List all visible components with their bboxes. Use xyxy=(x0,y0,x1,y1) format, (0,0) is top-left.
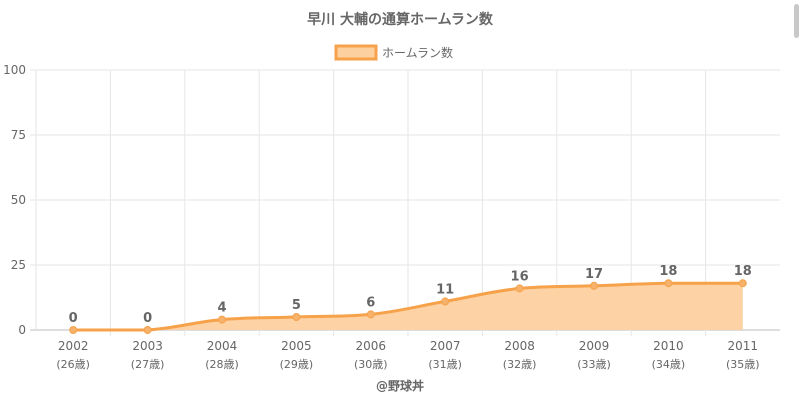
data-point[interactable] xyxy=(366,310,375,319)
data-point[interactable] xyxy=(218,315,226,324)
legend[interactable]: ホームラン数 xyxy=(334,44,453,61)
x-tick-year: 2002 xyxy=(58,339,89,353)
x-tick-label: 2003 (27歳) xyxy=(131,339,165,371)
series-line xyxy=(73,281,743,332)
x-tick-label: 2005 (29歳) xyxy=(280,339,314,371)
data-label: 0 xyxy=(143,311,152,326)
x-tick-age: (26歳) xyxy=(56,358,90,371)
x-tick-label: 2002 (26歳) xyxy=(56,339,90,371)
x-tick-year: 2011 xyxy=(728,339,759,353)
x-tick-label: 2010 (34歳) xyxy=(652,339,686,371)
x-tick-label: 2007 (31歳) xyxy=(428,339,462,371)
x-tick-label: 2009 (33歳) xyxy=(577,339,611,371)
scrollbar[interactable] xyxy=(792,0,800,400)
y-tick-label: 0 xyxy=(18,323,26,337)
data-point[interactable] xyxy=(292,313,301,321)
x-tick-age: (31歳) xyxy=(428,358,462,371)
x-tick-label: 2008 (32歳) xyxy=(503,339,537,371)
data-label: 5 xyxy=(292,298,301,313)
data-point[interactable] xyxy=(69,326,78,334)
x-axis-ticks: 2002 (26歳) 2003 (27歳) 2004 (28歳) 2005 (29歳) 2006… xyxy=(56,339,759,371)
data-label: 11 xyxy=(436,282,454,297)
data-label: 18 xyxy=(659,264,677,279)
area-fill xyxy=(73,283,743,330)
x-tick-year: 2003 xyxy=(132,339,163,353)
data-labels: 0 0 4 5 6 11 16 17 18 18 xyxy=(69,264,752,326)
x-tick-age: (32歳) xyxy=(503,358,537,371)
y-axis-ticks: 0 25 50 75 100 xyxy=(3,63,26,337)
y-tick-label: 75 xyxy=(11,128,26,142)
data-label: 4 xyxy=(217,301,226,316)
x-tick-age: (27歳) xyxy=(131,358,165,371)
data-point[interactable] xyxy=(441,297,450,306)
x-tick-year: 2009 xyxy=(579,339,610,353)
x-tick-year: 2006 xyxy=(356,339,387,353)
x-tick-age: (35歳) xyxy=(726,358,760,371)
credit-text: @野球丼 xyxy=(376,378,424,393)
y-tick-label: 25 xyxy=(11,258,26,272)
x-tick-age: (34歳) xyxy=(652,358,686,371)
x-tick-year: 2004 xyxy=(207,339,238,353)
data-point[interactable] xyxy=(664,279,673,288)
x-tick-year: 2007 xyxy=(430,339,461,353)
x-tick-year: 2010 xyxy=(653,339,684,353)
data-point[interactable] xyxy=(738,279,747,288)
data-point[interactable] xyxy=(143,326,152,334)
data-label: 18 xyxy=(734,264,752,279)
x-tick-age: (30歳) xyxy=(354,358,388,371)
series-home-runs xyxy=(69,279,747,334)
y-tick-label: 100 xyxy=(3,63,26,77)
legend-label: ホームラン数 xyxy=(382,45,453,60)
data-label: 17 xyxy=(585,267,603,282)
x-tick-year: 2005 xyxy=(281,339,312,353)
data-point[interactable] xyxy=(590,281,598,290)
x-tick-label: 2006 (30歳) xyxy=(354,339,388,371)
x-tick-label: 2011 (35歳) xyxy=(726,339,760,371)
legend-swatch xyxy=(334,44,378,61)
x-tick-age: (33歳) xyxy=(577,358,611,371)
x-tick-label: 2004 (28歳) xyxy=(205,339,239,371)
x-tick-year: 2008 xyxy=(504,339,535,353)
scrollbar-thumb[interactable] xyxy=(794,4,799,38)
chart-title: 早川 大輔の通算ホームラン数 xyxy=(307,11,494,28)
x-tick-age: (28歳) xyxy=(205,358,239,371)
data-label: 16 xyxy=(511,269,529,284)
data-label: 0 xyxy=(69,311,78,326)
data-label: 6 xyxy=(366,295,375,310)
x-tick-age: (29歳) xyxy=(280,358,314,371)
data-point[interactable] xyxy=(515,284,524,293)
y-tick-label: 50 xyxy=(11,193,26,207)
